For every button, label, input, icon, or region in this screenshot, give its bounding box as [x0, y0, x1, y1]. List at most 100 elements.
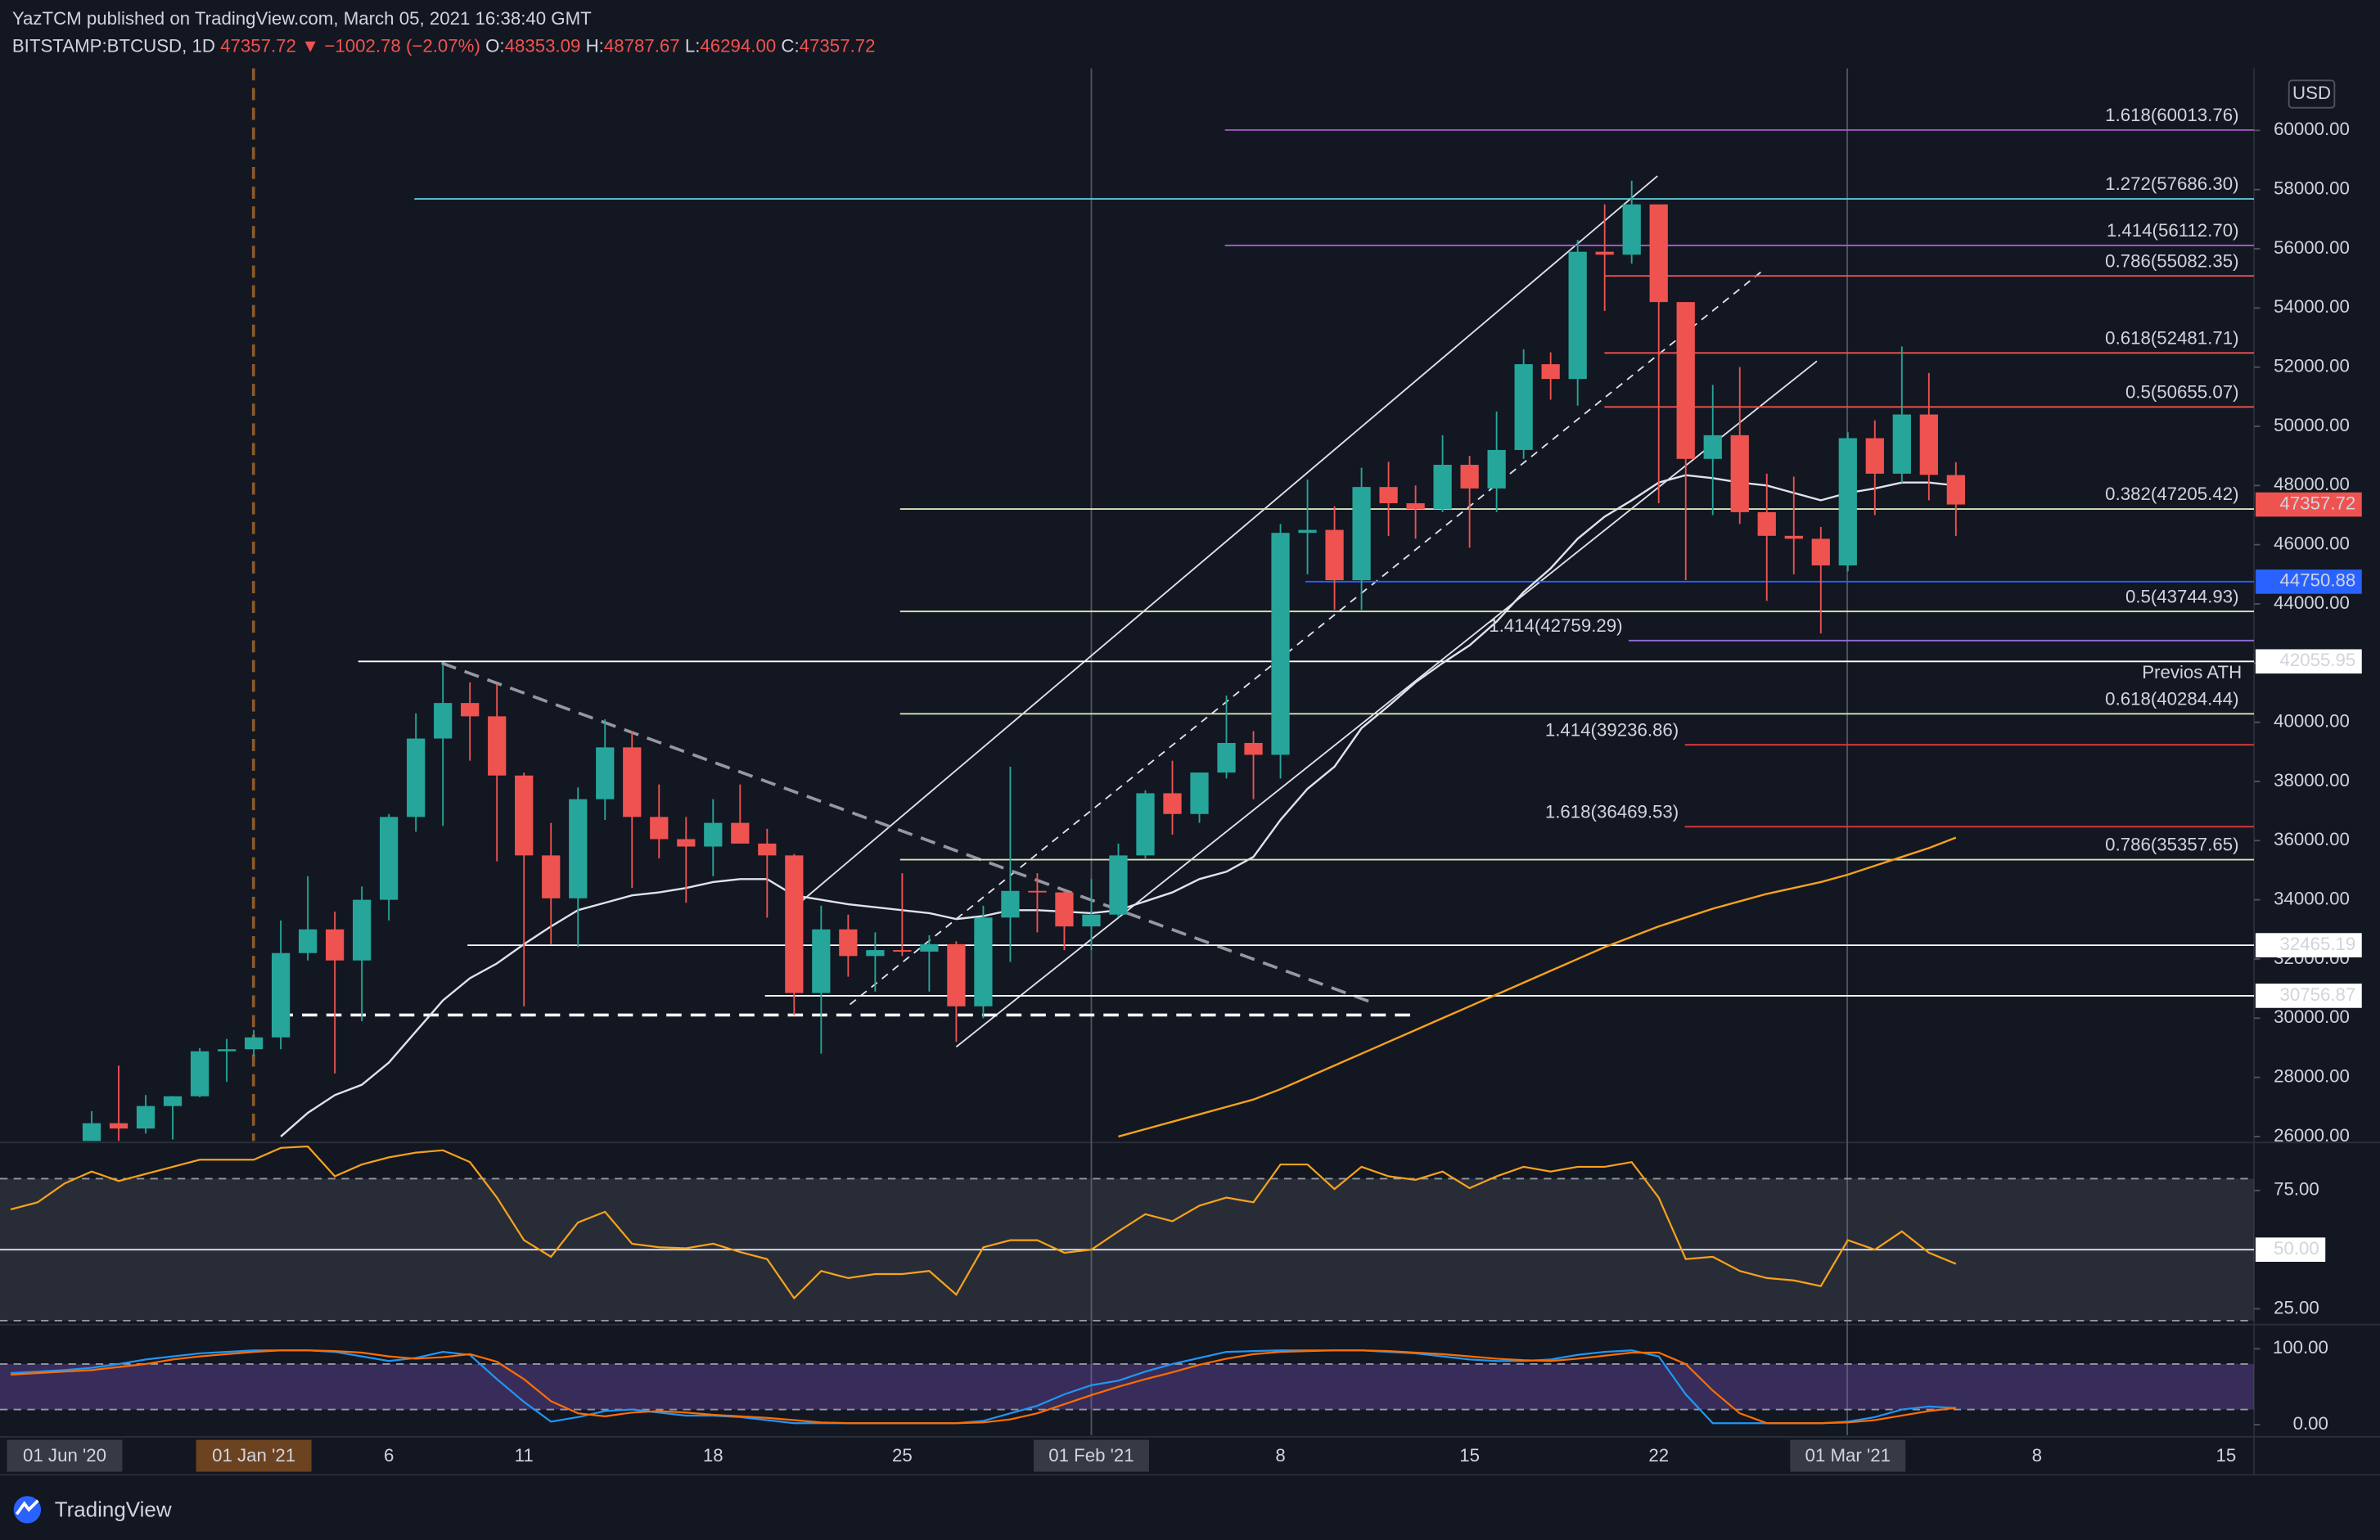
candle-body — [623, 747, 642, 817]
x-tick-label: 01 Feb '21 — [1048, 1445, 1134, 1466]
y-tick-label: 54000.00 — [2274, 296, 2350, 317]
x-tick-label: 8 — [1275, 1445, 1285, 1466]
candle-body — [1541, 364, 1560, 380]
y-tick-label: 48000.00 — [2274, 474, 2350, 494]
rsi-line — [10, 1145, 1957, 1300]
x-tick-box — [7, 1439, 123, 1472]
x-tick-box — [1790, 1439, 1906, 1472]
h-value: 48787.67 — [604, 35, 680, 56]
currency-box — [2288, 79, 2336, 109]
rsi-tick-label: 25.00 — [2274, 1297, 2319, 1317]
level-label: 0.618(52481.71) — [2105, 327, 2238, 348]
candle-body — [1622, 204, 1641, 255]
brand: TradingView — [55, 1497, 172, 1522]
last: 47357.72 — [220, 35, 296, 56]
stoch-tick-label: 100.00 — [2273, 1337, 2328, 1358]
y-tick-label: 30000.00 — [2274, 1006, 2350, 1027]
candle-body — [461, 703, 480, 717]
trend-line — [849, 268, 1766, 1006]
candle-body — [1892, 414, 1911, 474]
level-label: 1.272(57686.30) — [2105, 173, 2238, 194]
stoch-line — [10, 1349, 1956, 1425]
candle-body — [1811, 538, 1830, 565]
arrow: ▼ — [301, 35, 319, 56]
candle-body — [596, 747, 615, 799]
logo: TradingView — [13, 1496, 172, 1524]
o-value: 48353.09 — [505, 35, 581, 56]
level-label: 0.5(43744.93) — [2125, 586, 2239, 606]
candle-body — [1325, 529, 1344, 581]
x-tick-label: 01 Mar '21 — [1805, 1445, 1891, 1466]
price-tag-label: 44750.88 — [2280, 570, 2356, 591]
stoch-tick-label: 0.00 — [2293, 1413, 2328, 1434]
candle-body — [407, 738, 426, 817]
rsi-tick-label: 50.00 — [2274, 1238, 2319, 1259]
candle-body — [704, 822, 723, 847]
candle-body — [785, 855, 804, 993]
candle-body — [1244, 742, 1263, 755]
candle-body — [1865, 438, 1884, 474]
price-tag-label: 32465.19 — [2280, 934, 2356, 954]
candle-body — [1649, 204, 1668, 303]
level-label: 1.414(39236.86) — [1545, 719, 1679, 740]
candle-body — [569, 799, 588, 898]
x-tick-box — [196, 1439, 312, 1472]
candle-body — [271, 952, 291, 1038]
candle-body — [434, 703, 453, 739]
y-tick-label: 52000.00 — [2274, 356, 2350, 376]
last-price-tag — [2255, 492, 2362, 517]
candle-body — [1028, 890, 1047, 893]
candle-body — [1406, 503, 1425, 510]
candle-body — [488, 716, 507, 776]
candle-body — [325, 929, 345, 961]
candle-body — [1946, 475, 1965, 505]
candle-body — [298, 929, 318, 953]
candle-body — [1703, 435, 1722, 459]
candle-body — [1595, 251, 1614, 255]
y-tick-label: 40000.00 — [2274, 711, 2350, 732]
candle-body — [244, 1037, 264, 1050]
main-pane — [82, 128, 2255, 1141]
level-label: 1.414(42759.29) — [1489, 615, 1622, 636]
o-label: O: — [485, 35, 505, 56]
x-tick-label: 25 — [892, 1445, 913, 1466]
x-tick-label: 8 — [2032, 1445, 2042, 1466]
y-tick-label: 28000.00 — [2274, 1065, 2350, 1086]
trend-line — [955, 360, 1818, 1048]
candle-body — [1109, 855, 1128, 915]
candle-body — [1487, 449, 1506, 489]
x-tick-label: 15 — [1459, 1445, 1480, 1466]
candle-body — [1676, 302, 1695, 459]
candle-body — [1055, 892, 1074, 927]
candle-body — [1784, 535, 1803, 539]
y-tick-label: 50000.00 — [2274, 415, 2350, 435]
candle-body — [1298, 529, 1317, 534]
candle-body — [893, 950, 912, 952]
y-tick-label: 26000.00 — [2274, 1125, 2350, 1146]
candle-body — [758, 843, 777, 856]
trend-line — [441, 661, 1370, 1003]
candle-body — [1838, 438, 1857, 565]
candle-body — [353, 899, 372, 961]
y-tick-label: 34000.00 — [2274, 888, 2350, 908]
moving-average — [1118, 836, 1957, 1138]
y-tick-label: 46000.00 — [2274, 534, 2350, 554]
currency: USD — [2292, 83, 2331, 103]
x-tick-label: 18 — [703, 1445, 723, 1466]
y-tick-label: 60000.00 — [2274, 119, 2350, 139]
h-label: H: — [586, 35, 604, 56]
candle-body — [1163, 793, 1182, 814]
price-tag — [2255, 649, 2362, 674]
logo-mark — [15, 1499, 39, 1515]
level-label: 1.618(36469.53) — [1545, 802, 1679, 822]
candle-body — [1082, 914, 1101, 927]
candle-body — [731, 822, 750, 844]
candle-body — [1568, 251, 1587, 380]
x-tick-label: 11 — [515, 1445, 534, 1466]
last-price-label: 47357.72 — [2280, 493, 2356, 513]
candle-body — [1352, 487, 1371, 581]
stoch-band — [0, 1363, 2255, 1410]
level-label: 0.618(40284.44) — [2105, 689, 2238, 709]
